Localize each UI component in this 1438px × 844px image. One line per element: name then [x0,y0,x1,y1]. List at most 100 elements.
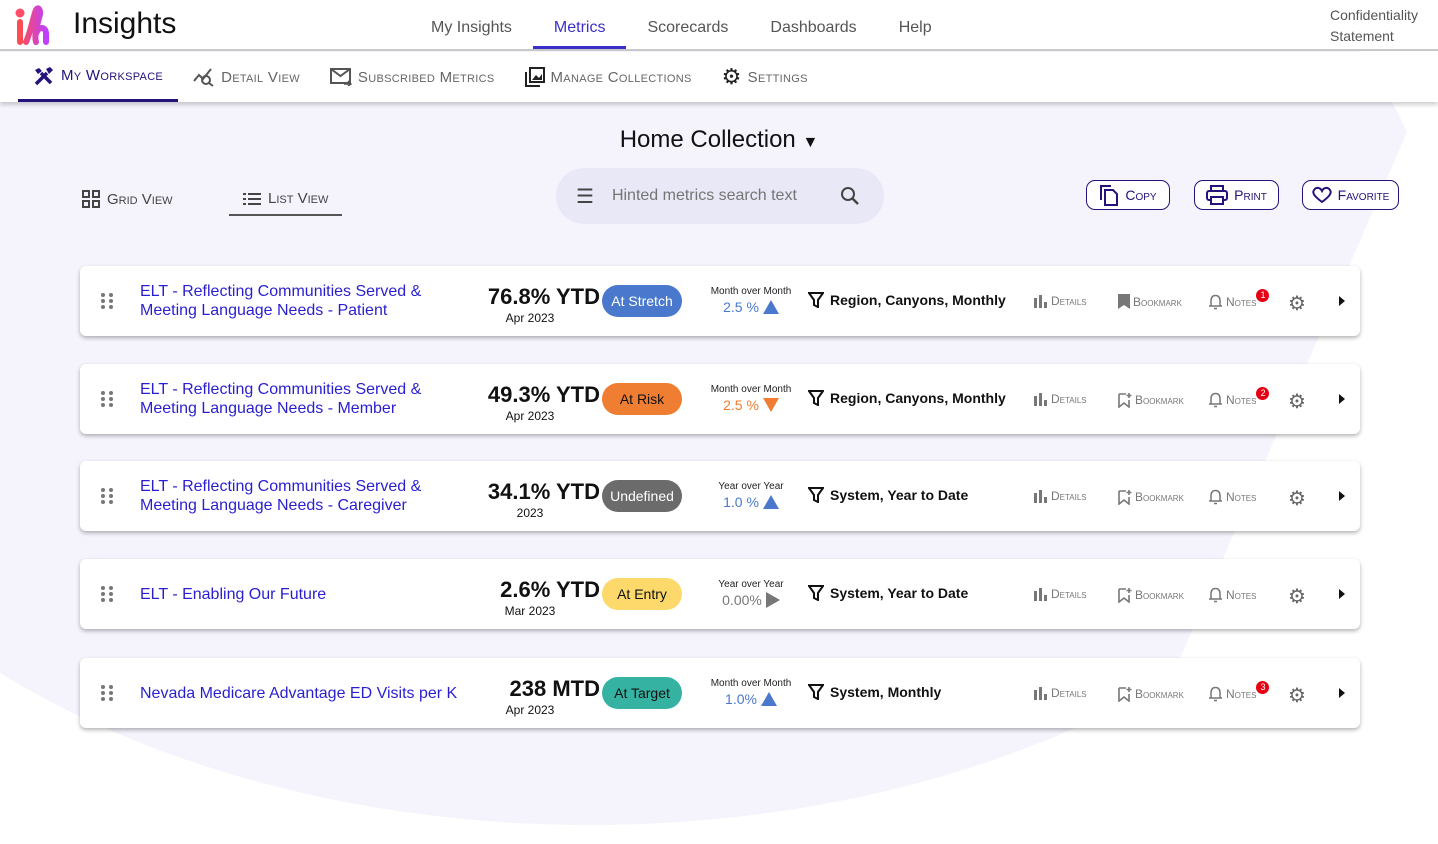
chevron-right-icon[interactable] [1338,588,1346,600]
metric-date: Mar 2023 [504,604,556,618]
filter-icon [808,585,824,601]
metric-name-link[interactable]: ELT - Reflecting Communities Served & Me… [140,283,422,319]
copy-button[interactable]: Copy [1086,180,1170,210]
tab-my-workspace[interactable]: My Workspace [18,52,179,102]
details-button[interactable]: Details [1034,392,1087,406]
details-button[interactable]: Details [1034,294,1087,308]
notes-label: Notes [1226,490,1257,504]
status-badge: At Target [602,677,682,709]
drag-handle-icon[interactable] [100,684,114,702]
notes-button[interactable]: Notes 2 [1208,387,1270,408]
list-view-button[interactable]: List View [229,190,343,216]
filter-icon [808,487,824,503]
trend: Year over Year 1.0 % [696,481,806,510]
trend-up-icon [760,692,777,706]
details-button[interactable]: Details [1034,489,1087,503]
nav-help[interactable]: Help [898,19,932,36]
notes-button[interactable]: Notes 1 [1208,289,1270,310]
confidentiality-link[interactable]: Confidentiality Statement [1330,7,1418,44]
details-button[interactable]: Details [1034,587,1087,601]
gear-icon[interactable]: ⚙ [1288,488,1306,510]
tab-subscribed-metrics[interactable]: Subscribed Metrics [315,52,510,102]
notes-label: Notes 1 [1226,289,1270,309]
metric-name-link[interactable]: ELT - Enabling Our Future [140,585,327,603]
nav-my-insights[interactable]: My Insights [431,19,512,36]
filters[interactable]: System, Year to Date [808,585,968,601]
list-icon [243,192,261,205]
status-badge: At Risk [602,383,682,415]
filters[interactable]: Region, Canyons, Monthly [808,292,1006,308]
nav-scorecards[interactable]: Scorecards [647,19,729,36]
trend-value: 2.5 % [723,299,759,315]
drag-handle-icon[interactable] [100,390,114,408]
drag-handle-icon[interactable] [100,487,114,505]
bookmark-filled-icon [1118,294,1130,309]
bar-chart-icon [1034,294,1047,308]
bookmark-button[interactable]: Bookmark [1118,392,1184,408]
drag-handle-icon[interactable] [100,585,114,603]
notes-label: Notes 3 [1226,681,1270,701]
print-button[interactable]: Print [1194,180,1279,210]
status-badge: At Stretch [602,285,682,317]
bookmark-button[interactable]: Bookmark [1118,686,1184,702]
metric-card: ELT - Enabling Our Future 2.6% YTD Mar 2… [80,559,1360,629]
chevron-right-icon[interactable] [1338,687,1346,699]
filters[interactable]: System, Monthly [808,684,941,700]
notes-button[interactable]: Notes [1208,489,1256,505]
gear-icon[interactable]: ⚙ [1288,685,1306,707]
metric-value: 2.6% YTD [500,577,600,602]
bookmark-add-icon [1118,588,1132,603]
status-badge: At Entry [602,578,682,610]
notes-count-badge: 1 [1256,289,1270,302]
top-bar: Insights My Insights Metrics Scorecards … [0,0,1438,51]
search-input[interactable] [611,187,822,205]
grid-view-button[interactable]: Grid View [82,190,173,208]
insights-logo [15,5,49,45]
search-icon[interactable] [840,186,860,206]
bell-icon [1209,686,1222,702]
heart-icon [1311,186,1332,204]
details-button[interactable]: Details [1034,686,1087,700]
chevron-right-icon[interactable] [1338,295,1346,307]
gear-icon: ⚙ [721,64,742,89]
metric-name-link[interactable]: Nevada Medicare Advantage ED Visits per … [140,684,458,702]
metric-name-link[interactable]: ELT - Reflecting Communities Served & Me… [140,478,422,514]
bookmark-add-icon [1118,490,1132,505]
nav-dashboards[interactable]: Dashboards [770,19,857,36]
collection-selector[interactable]: Home Collection ▼ [619,126,819,153]
bar-chart-icon [1034,392,1047,406]
gear-icon[interactable]: ⚙ [1288,586,1306,608]
filter-icon [808,390,824,406]
main-nav: My Insights Metrics Scorecards Dashboard… [410,0,953,49]
favorite-button[interactable]: Favorite [1302,180,1399,210]
copy-icon [1100,185,1119,206]
nav-metrics[interactable]: Metrics [532,0,627,49]
tab-detail-view[interactable]: Detail View [178,52,315,102]
bookmark-add-icon [1118,687,1132,702]
metric-name-link[interactable]: ELT - Reflecting Communities Served & Me… [140,381,422,417]
gear-icon[interactable]: ⚙ [1288,293,1306,315]
bell-icon [1209,489,1222,505]
drag-handle-icon[interactable] [100,292,114,310]
gear-icon[interactable]: ⚙ [1288,391,1306,413]
bookmark-button[interactable]: Bookmark [1118,489,1184,505]
notes-button[interactable]: Notes [1208,587,1256,603]
menu-icon[interactable]: ☰ [576,185,594,208]
app-title: Insights [73,7,177,40]
bell-icon [1209,392,1222,408]
collections-icon [524,67,545,87]
trend-label: Month over Month [710,384,792,395]
tab-settings[interactable]: ⚙ Settings [721,64,808,89]
status-badge: Undefined [602,480,682,512]
sub-nav: My Workspace Detail View Subscribed Metr… [0,52,1438,102]
filters[interactable]: Region, Canyons, Monthly [808,390,1006,406]
filters[interactable]: System, Year to Date [808,487,968,503]
tab-manage-collections[interactable]: Manage Collections [510,52,707,102]
chevron-right-icon[interactable] [1338,490,1346,502]
metric-card: ELT - Reflecting Communities Served & Me… [80,364,1360,434]
chart-search-icon [193,68,214,87]
bookmark-button[interactable]: Bookmark [1118,294,1182,309]
chevron-right-icon[interactable] [1338,393,1346,405]
bookmark-button[interactable]: Bookmark [1118,587,1184,603]
notes-button[interactable]: Notes 3 [1208,681,1270,702]
